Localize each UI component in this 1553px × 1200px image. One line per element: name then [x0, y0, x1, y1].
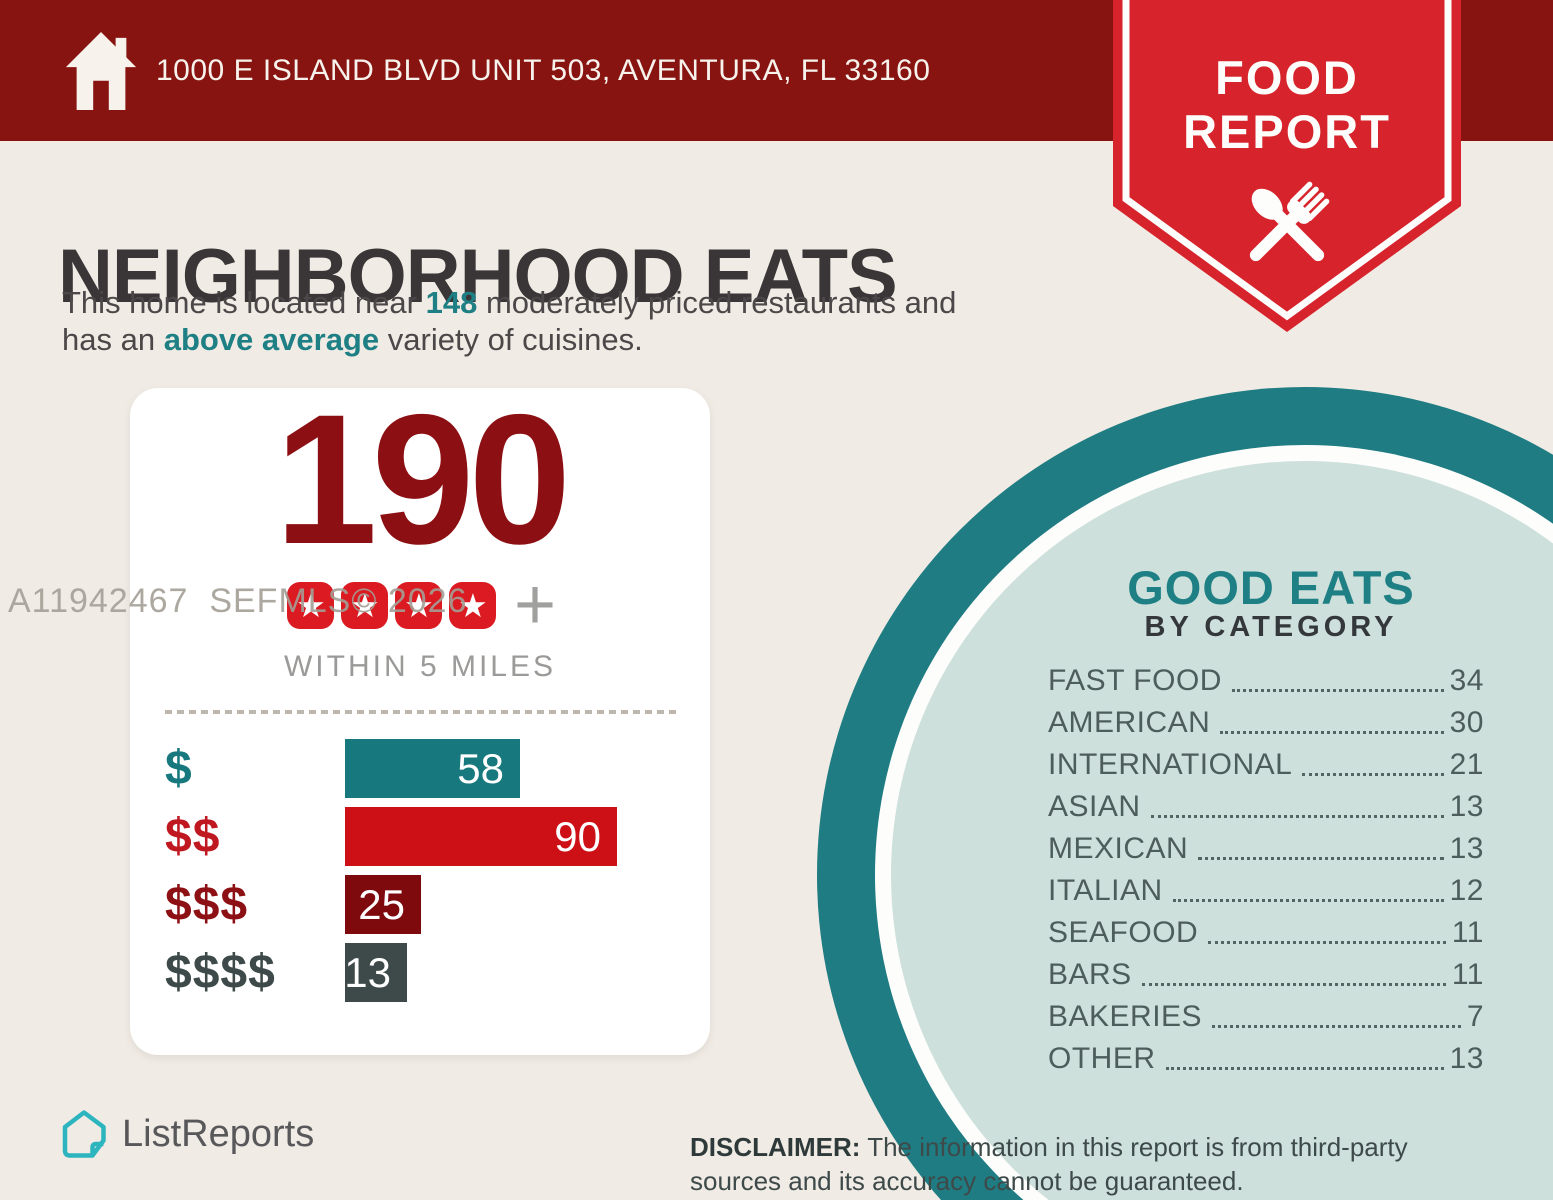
category-count: 11	[1451, 916, 1484, 949]
category-row: AMERICAN 30	[1048, 706, 1484, 740]
price-bar-value: 13	[344, 948, 391, 996]
dotted-leader	[1220, 731, 1444, 734]
category-count: 7	[1466, 1000, 1484, 1033]
category-count: 30	[1449, 706, 1484, 739]
price-bar: 58	[345, 739, 520, 798]
dotted-leader	[1198, 857, 1444, 860]
price-bar-value: 58	[457, 744, 504, 792]
category-label: AMERICAN	[1048, 706, 1211, 739]
dotted-leader	[1231, 689, 1444, 692]
star-icon: ★	[287, 581, 335, 629]
price-bar-chart: $ 58 $$ 90 $$$ 25 $$$$ 13	[165, 739, 710, 1011]
good-eats-title: GOOD EATS	[1127, 561, 1415, 614]
food-report-ribbon: FOOD REPORT	[1113, 0, 1461, 332]
category-label: OTHER	[1048, 1042, 1156, 1075]
property-address: 1000 E ISLAND BLVD UNIT 503, AVENTURA, F…	[156, 53, 931, 87]
disclaimer: DISCLAIMER: The information in this repo…	[690, 1130, 1505, 1198]
dotted-leader	[1172, 899, 1444, 902]
price-tier-label: $	[165, 742, 193, 795]
category-row: MEXICAN 13	[1048, 832, 1484, 866]
dotted-leader	[1141, 983, 1446, 986]
category-count: 11	[1451, 958, 1484, 991]
plus-icon: +	[513, 565, 557, 645]
restaurant-count: 148	[425, 285, 478, 320]
dotted-leader	[1208, 941, 1446, 944]
star-icon: ★	[341, 581, 389, 629]
intro-line2: has an above average variety of cuisines…	[62, 321, 1122, 358]
category-row: INTERNATIONAL 21	[1048, 748, 1484, 782]
listreports-house-icon	[62, 1110, 106, 1158]
category-label: BAKERIES	[1048, 1000, 1203, 1033]
category-row: OTHER 13	[1048, 1042, 1484, 1076]
category-row: ASIAN 13	[1048, 790, 1484, 824]
mls-watermark: A11942467 SEFMLS© 2026	[8, 582, 468, 620]
category-count: 34	[1449, 664, 1484, 697]
star-icon: ★	[395, 581, 443, 629]
house-icon	[65, 32, 137, 110]
category-list: FAST FOOD 34 AMERICAN 30 INTERNATIONAL 2…	[1048, 664, 1484, 1088]
price-tier-label: $$$	[165, 878, 249, 931]
dashed-divider	[165, 710, 678, 714]
price-bar-row: $$ 90	[165, 807, 710, 866]
category-count: 21	[1449, 748, 1484, 781]
dotted-leader	[1302, 773, 1444, 776]
category-count: 13	[1449, 790, 1484, 823]
category-row: BARS 11	[1048, 958, 1484, 992]
crossed-spoon-fork-icon	[1249, 181, 1330, 262]
disclaimer-text: The information in this report is from t…	[690, 1132, 1408, 1196]
intro-line1-post: moderately priced restaurants and	[485, 285, 957, 320]
price-tier-label: $$	[165, 810, 221, 863]
category-count: 13	[1449, 1042, 1484, 1075]
category-label: ITALIAN	[1048, 874, 1163, 907]
price-tier-label: $$$$	[165, 946, 276, 999]
price-bar-row: $$$$ 13	[165, 943, 710, 1002]
dotted-leader	[1150, 815, 1444, 818]
intro-line2-post: variety of cuisines.	[387, 322, 643, 357]
category-label: BARS	[1048, 958, 1132, 991]
good-eats-circle-ring	[817, 387, 1553, 1200]
price-bar-row: $ 58	[165, 739, 710, 798]
price-bar: 25	[345, 875, 421, 934]
price-bar-value: 90	[554, 812, 601, 860]
restaurant-stats-card: 190 ★ ★ ★ ★ + WITHIN 5 MILES $ 58 $$ 90 $$$ …	[130, 388, 710, 1055]
intro-line2-pre: has an	[62, 322, 156, 357]
listreports-logo: ListReports	[60, 1108, 314, 1160]
dotted-leader	[1165, 1067, 1444, 1070]
category-row: FAST FOOD 34	[1048, 664, 1484, 698]
category-label: SEAFOOD	[1048, 916, 1199, 949]
page-title: NEIGHBORHOOD EATS	[58, 233, 898, 319]
intro-text: This home is located near 148 moderately…	[62, 284, 1122, 358]
category-count: 12	[1449, 874, 1484, 907]
ribbon-line1: FOOD	[1215, 51, 1359, 104]
price-bar-value: 25	[358, 880, 405, 928]
price-bar: 13	[344, 943, 407, 1002]
price-bar: 90	[345, 807, 617, 866]
price-bar-row: $$$ 25	[165, 875, 710, 934]
category-row: ITALIAN 12	[1048, 874, 1484, 908]
ribbon-line2: REPORT	[1183, 105, 1391, 158]
category-label: INTERNATIONAL	[1048, 748, 1293, 781]
radius-label: WITHIN 5 MILES	[283, 650, 557, 683]
category-label: ASIAN	[1048, 790, 1141, 823]
category-label: MEXICAN	[1048, 832, 1189, 865]
dotted-leader	[1212, 1025, 1461, 1028]
variety-highlight: above average	[163, 322, 380, 357]
star-rating: ★ ★ ★ ★ +	[130, 565, 710, 645]
disclaimer-label: DISCLAIMER:	[690, 1132, 861, 1162]
category-label: FAST FOOD	[1048, 664, 1222, 697]
star-icon: ★	[449, 581, 497, 629]
category-count: 13	[1449, 832, 1484, 865]
category-row: SEAFOOD 11	[1048, 916, 1484, 950]
intro-line1: This home is located near 148 moderately…	[62, 284, 1122, 321]
good-eats-subtitle: BY CATEGORY	[1144, 611, 1398, 643]
intro-line1-pre: This home is located near	[62, 285, 417, 320]
brand-name: ListReports	[122, 1112, 315, 1155]
total-restaurants: 190	[274, 377, 572, 583]
category-row: BAKERIES 7	[1048, 1000, 1484, 1034]
